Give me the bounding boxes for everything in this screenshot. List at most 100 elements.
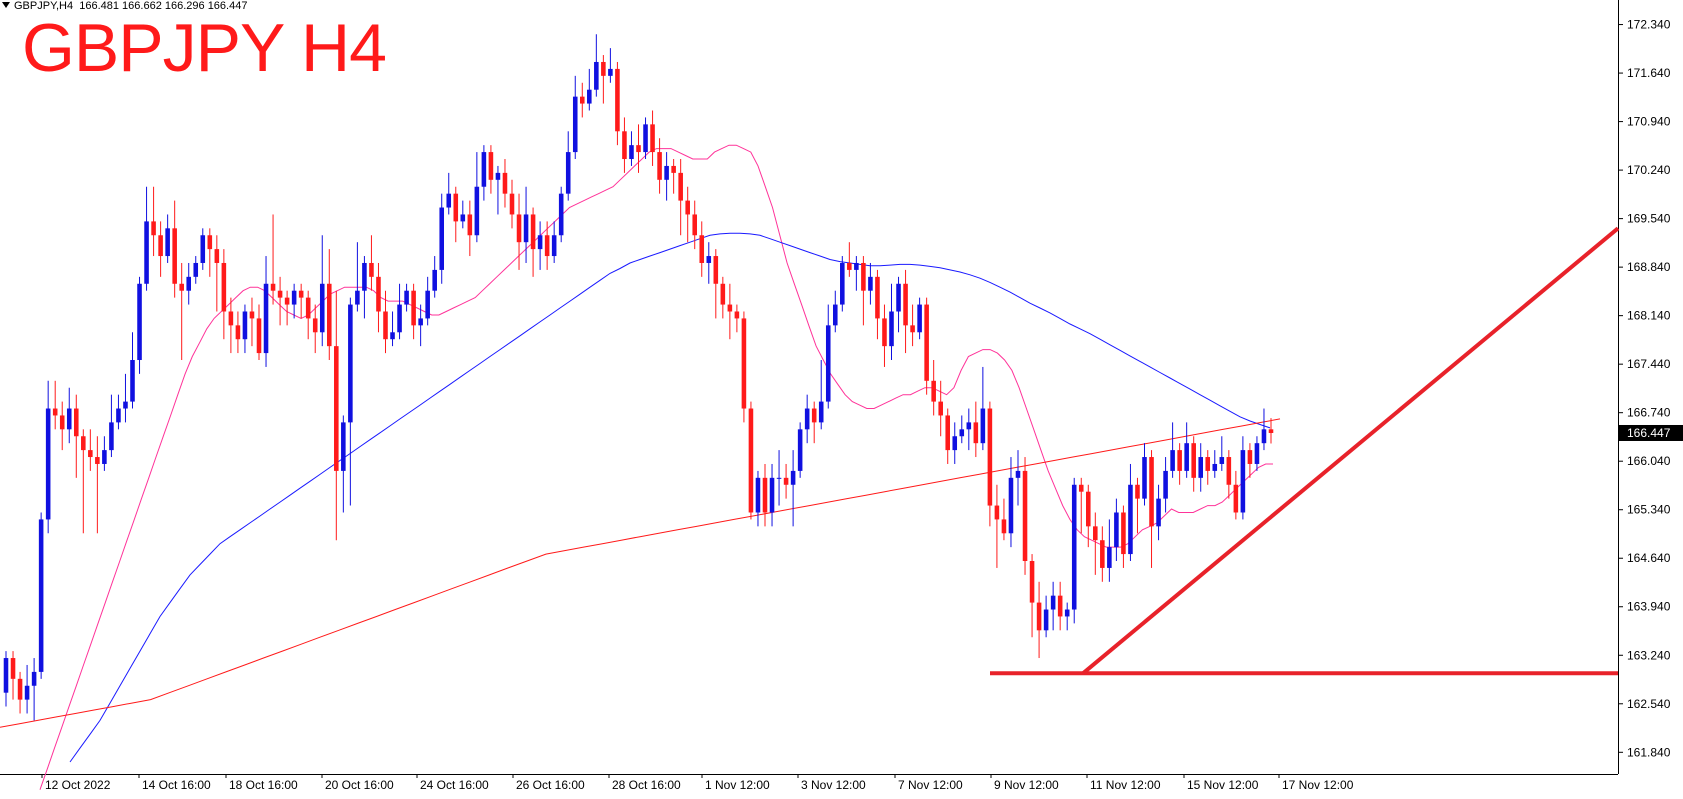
candle-body bbox=[847, 262, 852, 270]
candle-body bbox=[1177, 450, 1182, 471]
candle bbox=[1064, 602, 1070, 631]
candle bbox=[875, 269, 880, 340]
x-tick-label: 20 Oct 16:00 bbox=[325, 778, 394, 792]
candle-body bbox=[369, 262, 374, 277]
moving-average-mid bbox=[69, 232, 1271, 763]
candle-body bbox=[818, 401, 824, 423]
candle bbox=[1121, 505, 1126, 568]
candle-body bbox=[840, 262, 845, 305]
candle bbox=[172, 200, 177, 298]
candle-body bbox=[664, 165, 669, 180]
candle bbox=[692, 200, 698, 250]
candle-body bbox=[903, 283, 908, 326]
candle bbox=[1170, 422, 1175, 478]
candle-body bbox=[52, 408, 58, 416]
candle-body bbox=[165, 228, 170, 257]
candle-body bbox=[1107, 547, 1112, 568]
candle bbox=[825, 304, 831, 409]
candle bbox=[355, 242, 360, 312]
y-tick-label: 164.640 bbox=[1627, 551, 1671, 565]
candle bbox=[840, 256, 845, 312]
y-tick-label: 162.540 bbox=[1627, 697, 1671, 711]
candle bbox=[572, 75, 578, 160]
y-tick-label: 168.840 bbox=[1627, 260, 1671, 274]
candles bbox=[3, 34, 1274, 721]
candle-body bbox=[1057, 595, 1063, 617]
candle bbox=[1233, 470, 1239, 520]
candle-body bbox=[123, 401, 128, 409]
candle bbox=[790, 450, 796, 527]
candle bbox=[1219, 436, 1225, 471]
candle-body bbox=[404, 290, 409, 305]
x-tick-label: 11 Nov 12:00 bbox=[1090, 778, 1161, 792]
candle bbox=[130, 332, 135, 409]
candle bbox=[66, 387, 72, 444]
candle-body bbox=[319, 283, 325, 333]
candle bbox=[804, 394, 810, 444]
candle bbox=[3, 651, 9, 707]
candle bbox=[291, 283, 297, 319]
candle-body bbox=[481, 152, 487, 187]
candle-body bbox=[1261, 429, 1267, 444]
candle bbox=[832, 290, 838, 333]
candle-body bbox=[1240, 450, 1246, 513]
candle bbox=[776, 450, 782, 506]
x-tick-label: 18 Oct 16:00 bbox=[229, 778, 298, 792]
trendline[interactable] bbox=[1081, 226, 1620, 675]
candle-body bbox=[10, 658, 16, 679]
candle-body bbox=[376, 276, 381, 312]
candle-body bbox=[31, 671, 37, 686]
candle bbox=[474, 152, 480, 243]
candle-body bbox=[1170, 450, 1175, 471]
price-tag-box bbox=[1619, 424, 1683, 441]
candle-body bbox=[727, 304, 733, 312]
candle bbox=[326, 249, 332, 361]
candle-body bbox=[207, 235, 213, 250]
candle bbox=[165, 214, 170, 263]
candle-body bbox=[446, 193, 452, 208]
candle-body bbox=[1085, 491, 1091, 527]
candle-body bbox=[453, 193, 459, 222]
candle-body bbox=[348, 304, 353, 423]
candle-body bbox=[425, 290, 430, 319]
candle-body bbox=[460, 214, 466, 222]
candle-body bbox=[235, 325, 241, 340]
candle-body bbox=[608, 68, 613, 76]
candle bbox=[1029, 554, 1035, 638]
candle-body bbox=[636, 145, 641, 153]
candle-body bbox=[45, 408, 51, 520]
candle bbox=[1240, 436, 1246, 520]
candle-body bbox=[193, 262, 199, 277]
candle bbox=[312, 304, 318, 354]
x-tick-label: 26 Oct 16:00 bbox=[516, 778, 585, 792]
candle-body bbox=[615, 68, 620, 132]
candle bbox=[811, 401, 817, 444]
candle bbox=[59, 401, 65, 451]
candle-body bbox=[305, 297, 311, 319]
candle bbox=[298, 283, 304, 319]
candle bbox=[52, 380, 58, 430]
candle-body bbox=[1015, 470, 1021, 478]
y-tick-label: 161.840 bbox=[1627, 745, 1671, 759]
moving-average-fast bbox=[39, 144, 1273, 790]
candle bbox=[622, 117, 627, 173]
candle bbox=[404, 283, 409, 312]
candle bbox=[1008, 457, 1014, 548]
collapse-triangle-icon[interactable] bbox=[2, 2, 10, 8]
candle bbox=[1078, 477, 1084, 534]
candle-body bbox=[987, 408, 993, 506]
candle-body bbox=[811, 408, 817, 423]
candle-body bbox=[938, 401, 943, 416]
moving-average-slow bbox=[0, 418, 1281, 728]
candle-body bbox=[790, 470, 796, 485]
candle bbox=[1268, 418, 1274, 444]
candle bbox=[1163, 457, 1168, 513]
candle-body bbox=[875, 276, 880, 319]
candle bbox=[200, 228, 206, 270]
candle bbox=[671, 159, 676, 194]
candle-body bbox=[594, 61, 599, 90]
candle bbox=[369, 235, 374, 291]
candle-body bbox=[1093, 526, 1098, 541]
